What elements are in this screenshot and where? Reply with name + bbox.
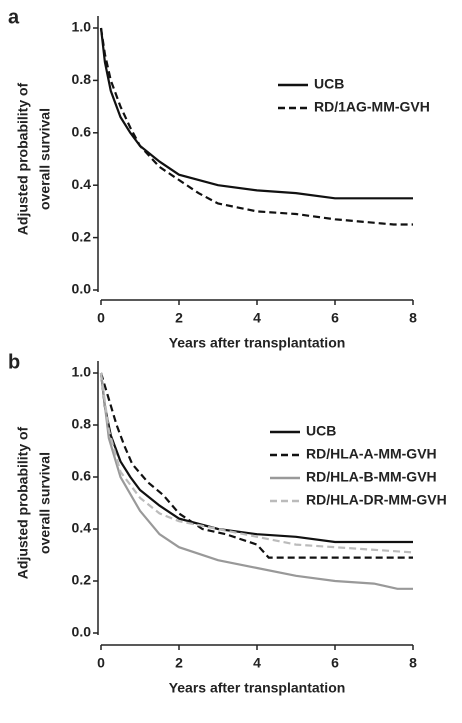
- y-tick-label: 0.0: [72, 624, 92, 640]
- x-tick-label: 8: [409, 310, 417, 326]
- y-tick-label: 0.6: [72, 468, 92, 484]
- y-tick-label: 0.6: [72, 124, 92, 140]
- x-tick-label: 0: [97, 655, 105, 671]
- x-tick-label: 0: [97, 310, 105, 326]
- y-tick-label: 0.2: [72, 572, 92, 588]
- y-tick-label: 0.8: [72, 71, 92, 87]
- survival-curve: [99, 372, 413, 590]
- x-tick-label: 2: [175, 310, 183, 326]
- y-axis-title: overall survival: [37, 452, 53, 554]
- x-tick-label: 4: [253, 655, 261, 671]
- survival-curve: [99, 372, 414, 554]
- x-tick-label: 4: [253, 310, 261, 326]
- y-tick-label: 1.0: [72, 19, 92, 35]
- y-tick-label: 0.2: [72, 228, 92, 244]
- y-tick-label: 0.4: [72, 176, 92, 192]
- survival-curve: [99, 27, 413, 200]
- y-tick-label: 1.0: [72, 364, 92, 380]
- legend-label: RD/HLA-A-MM-GVH: [306, 446, 437, 462]
- y-tick-label: 0.4: [72, 520, 92, 536]
- legend-label: UCB: [306, 423, 336, 439]
- panel-label: b: [8, 351, 20, 373]
- x-tick-label: 2: [175, 655, 183, 671]
- legend-label: UCB: [314, 76, 344, 92]
- y-axis-title: overall survival: [37, 108, 53, 210]
- panel-label: a: [8, 6, 20, 28]
- legend-label: RD/1AG-MM-GVH: [314, 99, 430, 115]
- legend-label: RD/HLA-DR-MM-GVH: [306, 492, 447, 508]
- x-tick-label: 6: [331, 655, 339, 671]
- survival-curve: [99, 372, 413, 544]
- survival-curve: [99, 372, 413, 559]
- x-axis-title: Years after transplantation: [169, 680, 346, 696]
- y-tick-label: 0.0: [72, 281, 92, 297]
- x-tick-label: 8: [409, 655, 417, 671]
- x-tick-label: 6: [331, 310, 339, 326]
- survival-curve: [99, 27, 413, 226]
- y-tick-label: 0.8: [72, 416, 92, 432]
- x-axis-title: Years after transplantation: [169, 335, 346, 351]
- y-axis-title: Adjusted probability of: [15, 426, 31, 579]
- legend-label: RD/HLA-B-MM-GVH: [306, 469, 437, 485]
- y-axis-title: Adjusted probability of: [15, 82, 31, 235]
